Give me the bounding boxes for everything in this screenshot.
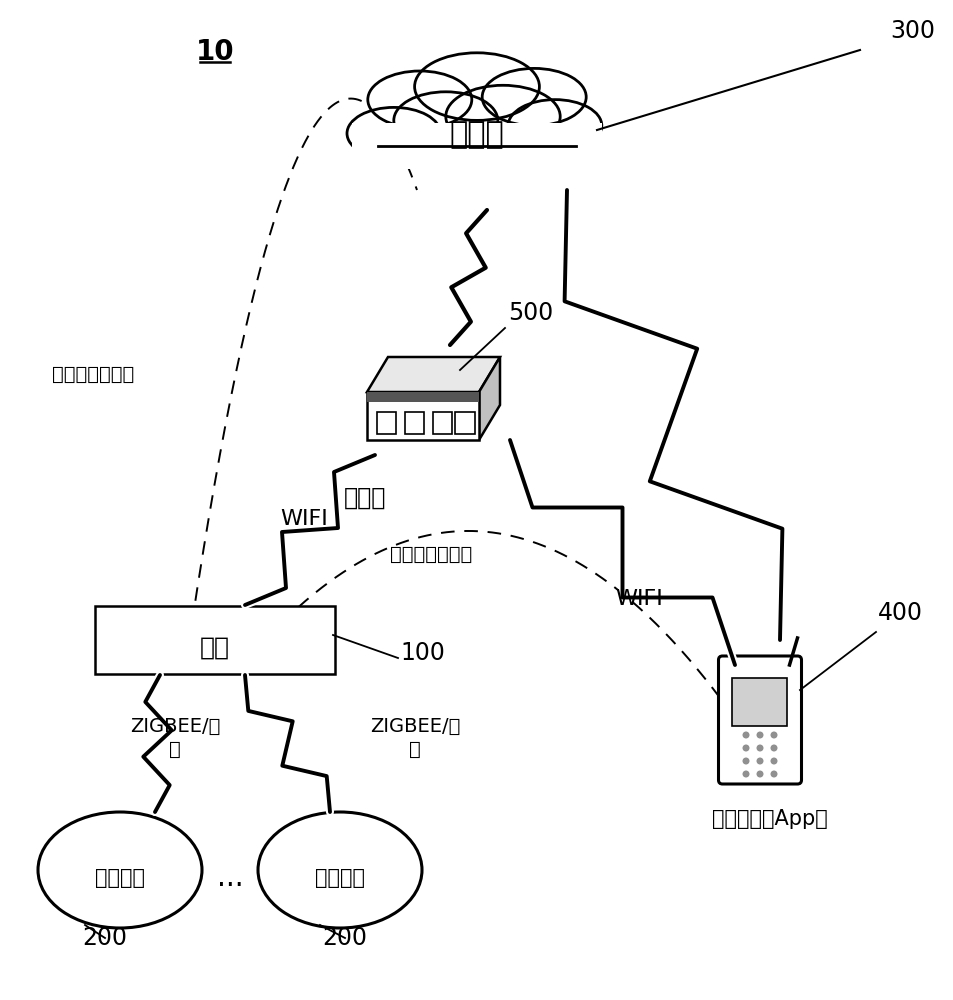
Circle shape	[770, 770, 777, 778]
Bar	[352, 123, 601, 168]
Text: WIFI: WIFI	[615, 589, 662, 609]
Text: （局域网路径）: （局域网路径）	[390, 545, 472, 564]
Text: 终端设备（App）: 终端设备（App）	[711, 809, 827, 829]
Text: 电子设备: 电子设备	[95, 868, 145, 888]
Polygon shape	[367, 357, 499, 392]
Bar	[732, 678, 786, 726]
Ellipse shape	[481, 68, 585, 126]
Circle shape	[770, 732, 777, 738]
Text: WIFI: WIFI	[280, 509, 328, 529]
Circle shape	[756, 770, 762, 778]
Polygon shape	[367, 392, 478, 440]
Circle shape	[770, 758, 777, 764]
Ellipse shape	[508, 100, 601, 152]
Bar	[376, 412, 396, 434]
Polygon shape	[367, 392, 478, 402]
Text: ZIGBEE/蓝
牙: ZIGBEE/蓝 牙	[130, 716, 220, 759]
Bar	[433, 412, 452, 434]
Ellipse shape	[394, 92, 497, 149]
Text: 路由器: 路由器	[343, 486, 386, 510]
Circle shape	[770, 744, 777, 752]
Ellipse shape	[38, 812, 202, 928]
Ellipse shape	[368, 71, 472, 128]
Text: （广域网路径）: （广域网路径）	[52, 365, 134, 384]
Polygon shape	[478, 357, 499, 440]
Text: 200: 200	[82, 926, 128, 950]
Bar	[455, 412, 475, 434]
Bar	[347, 110, 606, 155]
Text: 服务器: 服务器	[449, 120, 504, 149]
Text: 500: 500	[507, 301, 553, 325]
Circle shape	[756, 744, 762, 752]
Bar	[404, 412, 424, 434]
Text: 300: 300	[889, 19, 934, 43]
Circle shape	[756, 732, 762, 738]
Text: 200: 200	[322, 926, 367, 950]
Circle shape	[741, 744, 749, 752]
Text: ZIGBEE/蓝
牙: ZIGBEE/蓝 牙	[370, 716, 459, 759]
Ellipse shape	[415, 53, 538, 120]
Text: 400: 400	[877, 601, 923, 625]
Circle shape	[741, 770, 749, 778]
Text: 网关: 网关	[200, 636, 230, 660]
Circle shape	[741, 732, 749, 738]
Text: 100: 100	[399, 641, 444, 665]
Text: 10: 10	[195, 38, 234, 66]
Text: ...: ...	[216, 864, 243, 892]
Text: 电子设备: 电子设备	[314, 868, 365, 888]
Circle shape	[756, 758, 762, 764]
Circle shape	[741, 758, 749, 764]
Ellipse shape	[445, 85, 559, 148]
Bar	[95, 606, 335, 674]
Ellipse shape	[347, 107, 440, 159]
FancyBboxPatch shape	[718, 656, 801, 784]
Ellipse shape	[257, 812, 421, 928]
